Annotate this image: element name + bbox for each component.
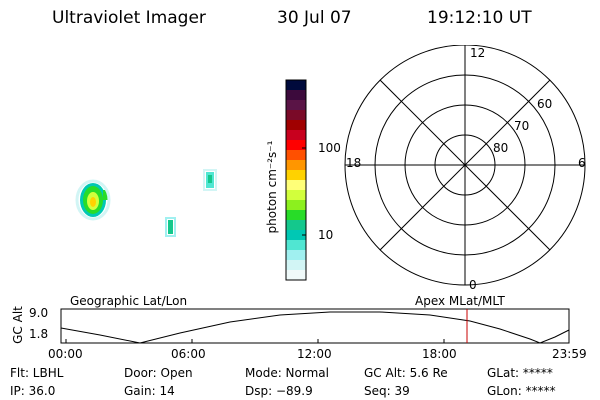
colorbar-cells [286, 80, 306, 281]
polar-diagonal-2 [379, 79, 551, 251]
info-mode: Mode: Normal [245, 366, 329, 380]
polar-label-0: 0 [469, 278, 477, 292]
colorbar [285, 79, 307, 281]
info-door: Door: Open [124, 366, 193, 380]
emission-blob-halo [75, 179, 111, 221]
info-filter: Flt: LBHL [10, 366, 64, 380]
polar-grid [344, 45, 586, 286]
timeline-left-title: Geographic Lat/Lon [70, 294, 188, 308]
timeline-x-1800: 18:00 [422, 347, 457, 361]
altitude-curve [60, 311, 570, 344]
polar-lat-label-70: 70 [514, 119, 530, 133]
emission-blob-lower [168, 220, 173, 234]
timeline-frame [60, 308, 570, 344]
colorbar-cell [286, 220, 306, 231]
polar-label-18: 18 [346, 156, 362, 170]
colorbar-unit-label: photon cm⁻²s⁻¹ [265, 140, 279, 234]
polar-lat-label-60: 60 [537, 97, 553, 111]
polar-lat-label-80: 80 [493, 141, 509, 155]
auroral-image [75, 169, 217, 237]
date-label: 30 Jul 07 [277, 8, 352, 28]
emission-blob-side [103, 190, 108, 200]
info-ip: IP: 36.0 [10, 384, 56, 398]
timeline-y-top: 9.0 [29, 306, 49, 320]
colorbar-cell [286, 150, 306, 161]
colorbar-cell [286, 190, 306, 201]
colorbar-cell [286, 120, 306, 131]
colorbar-cell [286, 80, 306, 91]
timeline-axis-label: GC Alt [11, 306, 25, 344]
colorbar-cell [286, 130, 306, 141]
timeline-y-bottom: 1.8 [29, 327, 49, 341]
colorbar-cell [286, 110, 306, 121]
colorbar-cell [286, 210, 306, 221]
instrument-title: Ultraviolet Imager [52, 8, 206, 28]
emission-blob-lower-halo [165, 217, 176, 237]
colorbar-cell [286, 250, 306, 261]
colorbar-cell [286, 100, 306, 111]
timeline-x-2359: 23:59 [552, 347, 587, 361]
info-seq: Seq: 39 [364, 384, 410, 398]
colorbar-cell [286, 90, 306, 101]
colorbar-cell [286, 260, 306, 271]
colorbar-tick-label-10: 10 [318, 228, 334, 242]
colorbar-tick-label-100: 100 [318, 141, 341, 155]
timeline-plot [60, 308, 570, 344]
colorbar-cell [286, 170, 306, 181]
info-glat: GLat: ***** [487, 366, 553, 380]
colorbar-cell [286, 240, 306, 251]
timeline-right-title: Apex MLat/MLT [415, 294, 505, 308]
info-gain: Gain: 14 [124, 384, 175, 398]
polar-label-6: 6 [578, 156, 586, 170]
info-dsp: Dsp: −89.9 [245, 384, 313, 398]
colorbar-cell [286, 180, 306, 191]
colorbar-cell [286, 160, 306, 171]
colorbar-cell [286, 140, 306, 151]
emission-blob-right-core [208, 175, 212, 183]
colorbar-cell [286, 270, 306, 281]
time-label: 19:12:10 UT [427, 8, 532, 28]
colorbar-frame [285, 79, 307, 281]
timeline-x-1200: 12:00 [297, 347, 332, 361]
emission-blob-right-halo [203, 169, 217, 191]
info-gc-alt: GC Alt: 5.6 Re [364, 366, 448, 380]
polar-label-12: 12 [470, 46, 486, 60]
colorbar-cell [286, 200, 306, 211]
colorbar-cell [286, 230, 306, 241]
timeline-x-0000: 00:00 [48, 347, 83, 361]
info-glon: GLon: ***** [487, 384, 556, 398]
timeline-x-0600: 06:00 [171, 347, 206, 361]
emission-blob-main-core [90, 197, 96, 207]
